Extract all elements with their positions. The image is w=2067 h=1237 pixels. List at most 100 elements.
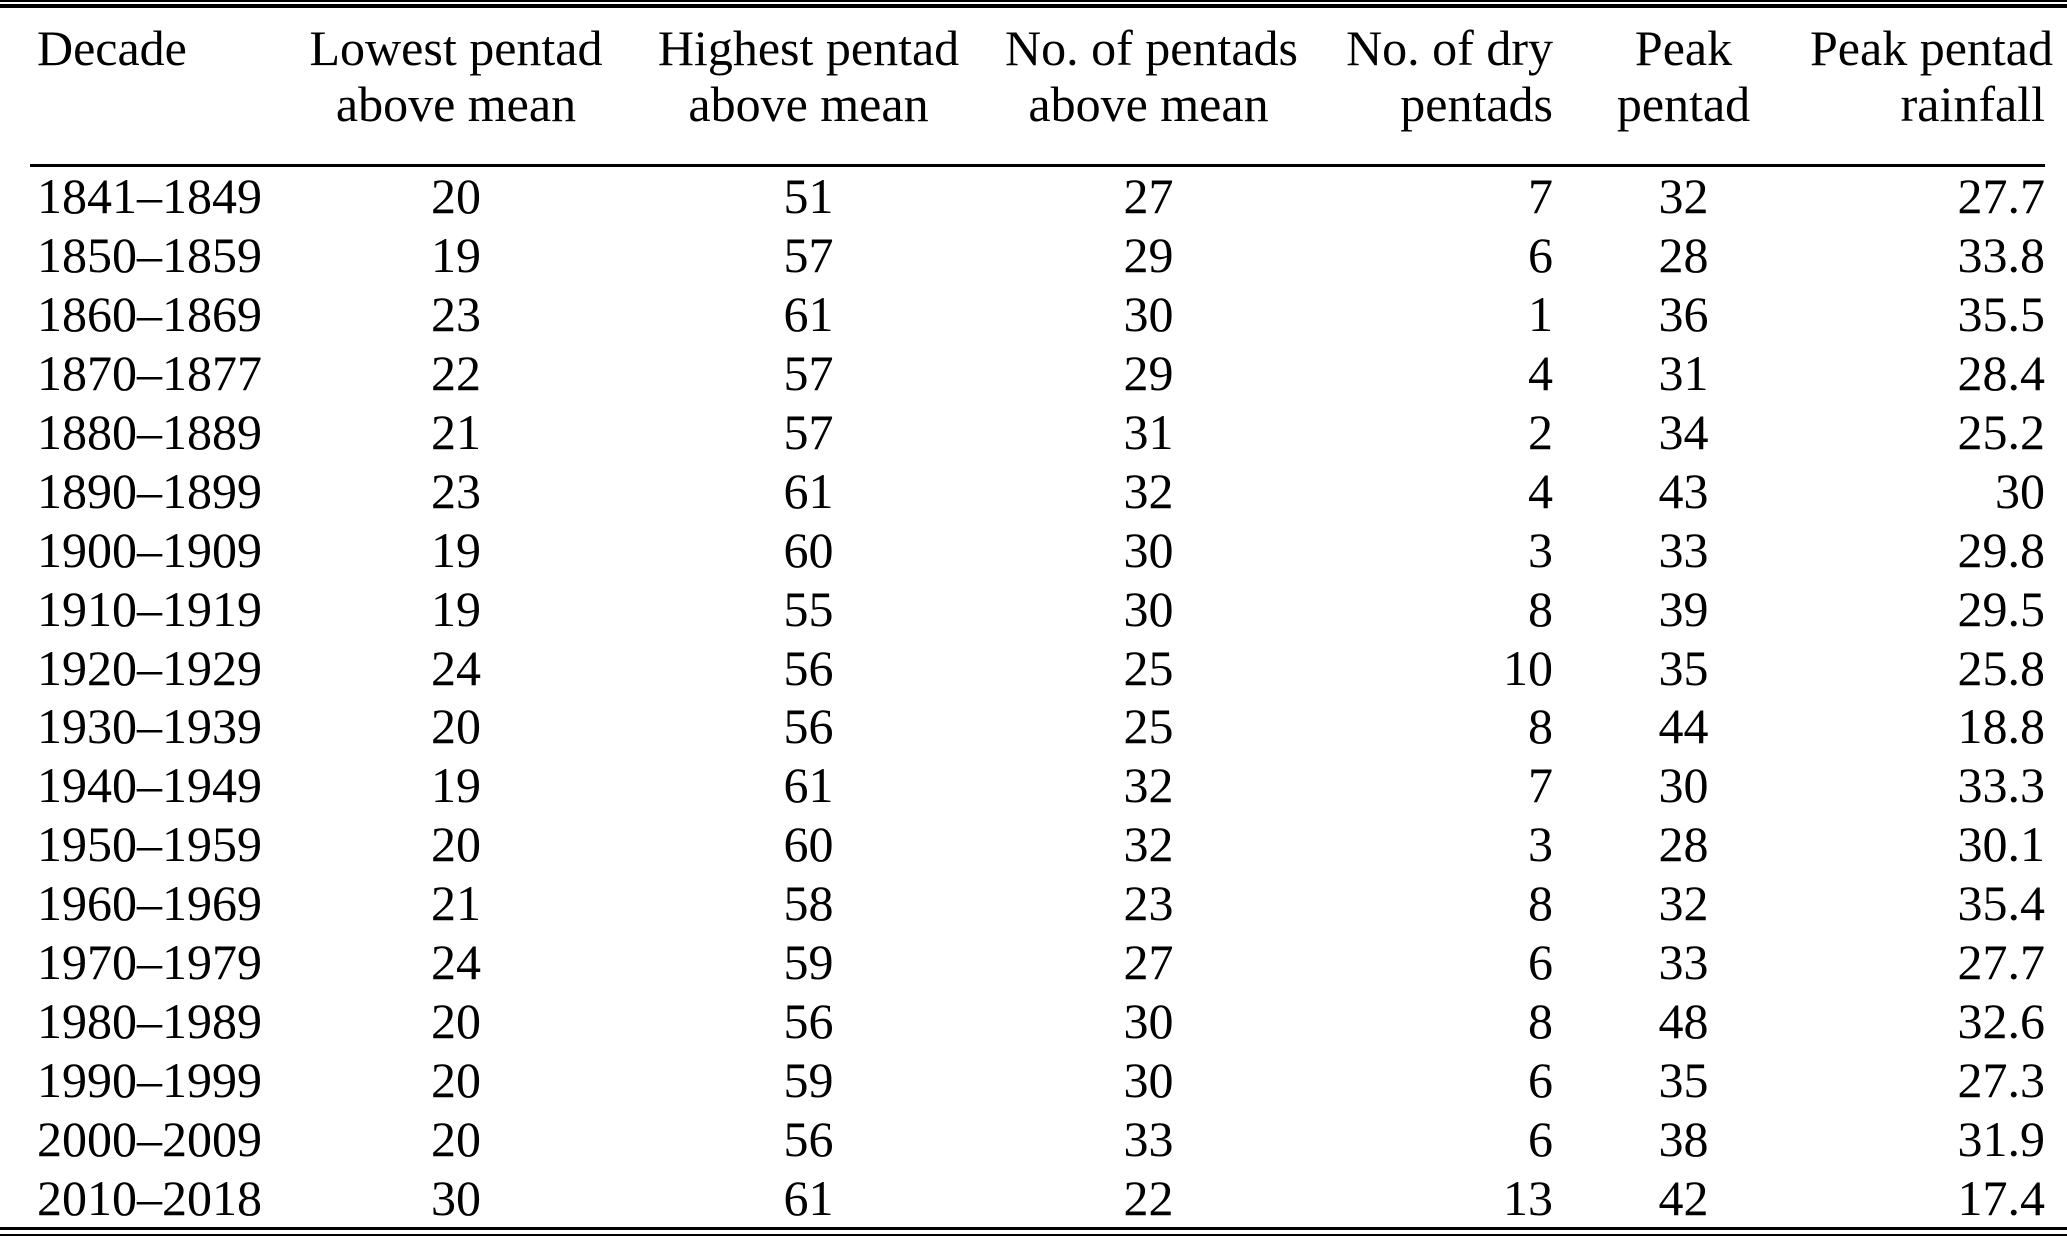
cell-dry-pentads: 8 bbox=[1528, 698, 1553, 755]
cell-highest-pentad: 57 bbox=[783, 404, 834, 460]
cell-lowest-pentad: 20 bbox=[431, 816, 481, 873]
table-row: 1920–1929 24 56 25 10 35 25.8 bbox=[30, 638, 2045, 697]
column-header-peak-pentad: Peak pentad bbox=[1557, 8, 1810, 166]
cell-peak-pentad: 28 bbox=[1658, 227, 1709, 284]
cell-highest-pentad: 57 bbox=[783, 345, 834, 402]
cell-lowest-pentad: 24 bbox=[431, 639, 481, 696]
column-header-label: above mean bbox=[335, 76, 577, 132]
cell-peak-pentad: 38 bbox=[1658, 1110, 1709, 1167]
cell-pentads-above-mean: 25 bbox=[1123, 698, 1174, 755]
column-header-label: Peak pentad bbox=[1810, 20, 2053, 76]
cell-peak-pentad: 35 bbox=[1658, 1051, 1709, 1108]
cell-lowest-pentad: 20 bbox=[431, 992, 481, 1049]
table-body: 1841–1849 20 51 27 7 32 27.7 1850–1859 19 57 29 6 28… bbox=[30, 166, 2045, 1228]
cell-decade: 1990–1999 bbox=[37, 1051, 262, 1108]
column-header-label: Lowest pentad bbox=[309, 20, 603, 76]
cell-pentads-above-mean: 32 bbox=[1123, 757, 1174, 814]
table-row: 2000–2009 20 56 33 6 38 31.9 bbox=[30, 1109, 2045, 1168]
column-header-label: No. of pentads bbox=[1005, 20, 1298, 76]
cell-pentads-above-mean: 23 bbox=[1123, 875, 1174, 932]
cell-highest-pentad: 58 bbox=[783, 875, 834, 932]
cell-peak-rainfall: 35.4 bbox=[1957, 875, 2046, 932]
table-row: 1860–1869 23 61 30 1 36 35.5 bbox=[30, 285, 2045, 344]
table-row: 1950–1959 20 60 32 3 28 30.1 bbox=[30, 815, 2045, 874]
cell-peak-pentad: 31 bbox=[1658, 345, 1709, 402]
table-row: 1990–1999 20 59 30 6 35 27.3 bbox=[30, 1050, 2045, 1109]
cell-lowest-pentad: 22 bbox=[431, 345, 481, 402]
cell-highest-pentad: 59 bbox=[783, 934, 834, 991]
cell-dry-pentads: 6 bbox=[1528, 227, 1553, 284]
cell-peak-pentad: 48 bbox=[1658, 992, 1709, 1049]
cell-lowest-pentad: 20 bbox=[431, 1110, 481, 1167]
cell-highest-pentad: 57 bbox=[783, 227, 834, 284]
cell-peak-pentad: 44 bbox=[1658, 698, 1709, 755]
table-top-rule bbox=[0, 0, 2067, 8]
cell-dry-pentads: 4 bbox=[1528, 345, 1553, 402]
cell-peak-pentad: 33 bbox=[1658, 521, 1709, 578]
cell-lowest-pentad: 30 bbox=[431, 1169, 481, 1226]
column-header-highest-pentad: Highest pentad above mean bbox=[612, 8, 1005, 166]
cell-decade: 1841–1849 bbox=[37, 168, 262, 225]
cell-pentads-above-mean: 30 bbox=[1123, 992, 1174, 1049]
cell-highest-pentad: 56 bbox=[783, 1110, 834, 1167]
cell-lowest-pentad: 21 bbox=[431, 404, 481, 460]
column-header-label: Highest pentad bbox=[657, 20, 960, 76]
cell-decade: 1910–1919 bbox=[37, 580, 262, 637]
cell-pentads-above-mean: 31 bbox=[1123, 404, 1174, 460]
cell-pentads-above-mean: 27 bbox=[1123, 168, 1174, 225]
cell-dry-pentads: 7 bbox=[1528, 168, 1553, 225]
column-header-dry-pentads: No. of dry pentads bbox=[1292, 8, 1557, 166]
cell-highest-pentad: 55 bbox=[783, 580, 834, 637]
cell-peak-rainfall: 30.1 bbox=[1957, 816, 2046, 873]
cell-dry-pentads: 8 bbox=[1528, 580, 1553, 637]
cell-dry-pentads: 13 bbox=[1503, 1169, 1553, 1226]
cell-decade: 1960–1969 bbox=[37, 875, 262, 932]
cell-lowest-pentad: 20 bbox=[431, 168, 481, 225]
cell-decade: 2000–2009 bbox=[37, 1110, 262, 1167]
cell-peak-rainfall: 25.2 bbox=[1957, 404, 2046, 460]
cell-peak-pentad: 42 bbox=[1658, 1169, 1709, 1226]
cell-peak-pentad: 28 bbox=[1658, 816, 1709, 873]
cell-highest-pentad: 61 bbox=[783, 1169, 834, 1226]
column-header-lowest-pentad: Lowest pentad above mean bbox=[300, 8, 612, 166]
cell-peak-rainfall: 27.7 bbox=[1957, 168, 2046, 225]
cell-pentads-above-mean: 32 bbox=[1123, 462, 1174, 519]
cell-peak-rainfall: 27.7 bbox=[1957, 934, 2046, 991]
cell-decade: 1980–1989 bbox=[37, 992, 262, 1049]
cell-pentads-above-mean: 30 bbox=[1123, 580, 1174, 637]
cell-peak-pentad: 43 bbox=[1658, 462, 1709, 519]
cell-pentads-above-mean: 32 bbox=[1123, 816, 1174, 873]
column-header-label: No. of dry bbox=[1346, 20, 1553, 76]
cell-peak-pentad: 32 bbox=[1658, 168, 1709, 225]
cell-decade: 1930–1939 bbox=[37, 698, 262, 755]
cell-peak-rainfall: 33.8 bbox=[1957, 227, 2046, 284]
cell-highest-pentad: 61 bbox=[783, 757, 834, 814]
cell-peak-pentad: 36 bbox=[1658, 286, 1709, 343]
column-header-label: above mean bbox=[688, 76, 929, 132]
table-row: 1970–1979 24 59 27 6 33 27.7 bbox=[30, 933, 2045, 992]
rainfall-pentad-table: Decade Lowest pentad above mean Highest … bbox=[30, 8, 2053, 1228]
cell-dry-pentads: 6 bbox=[1528, 1051, 1553, 1108]
cell-lowest-pentad: 23 bbox=[431, 286, 481, 343]
cell-highest-pentad: 51 bbox=[783, 168, 834, 225]
cell-highest-pentad: 60 bbox=[783, 521, 834, 578]
cell-peak-rainfall: 28.4 bbox=[1957, 345, 2046, 402]
cell-pentads-above-mean: 22 bbox=[1123, 1169, 1174, 1226]
cell-decade: 1890–1899 bbox=[37, 462, 262, 519]
cell-pentads-above-mean: 27 bbox=[1123, 934, 1174, 991]
table-row: 1890–1899 23 61 32 4 43 30 bbox=[30, 461, 2045, 520]
cell-decade: 1880–1889 bbox=[37, 404, 262, 460]
cell-decade: 2010–2018 bbox=[37, 1169, 262, 1226]
cell-highest-pentad: 59 bbox=[783, 1051, 834, 1108]
table-row: 1980–1989 20 56 30 8 48 32.6 bbox=[30, 991, 2045, 1050]
cell-dry-pentads: 3 bbox=[1528, 521, 1553, 578]
cell-peak-rainfall: 33.3 bbox=[1957, 757, 2046, 814]
cell-dry-pentads: 8 bbox=[1528, 992, 1553, 1049]
cell-highest-pentad: 60 bbox=[783, 816, 834, 873]
cell-dry-pentads: 4 bbox=[1528, 462, 1553, 519]
cell-highest-pentad: 61 bbox=[783, 462, 834, 519]
cell-lowest-pentad: 20 bbox=[431, 698, 481, 755]
cell-peak-rainfall: 25.8 bbox=[1957, 639, 2046, 696]
cell-lowest-pentad: 19 bbox=[431, 580, 481, 637]
